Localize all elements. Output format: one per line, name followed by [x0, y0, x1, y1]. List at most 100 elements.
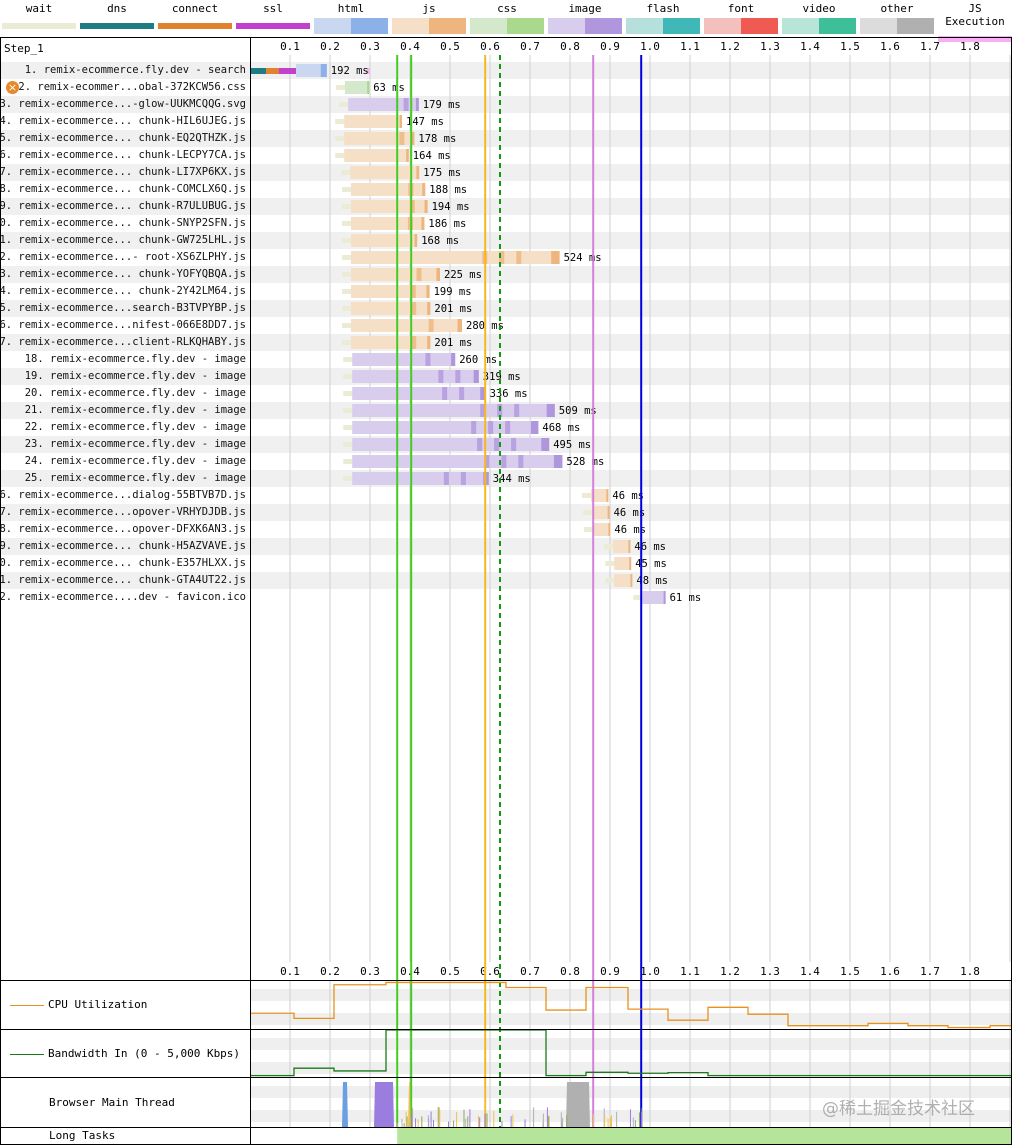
panel-stripe	[251, 989, 1011, 1001]
request-bar	[352, 455, 562, 468]
main-thread-activity	[485, 1114, 486, 1127]
request-row[interactable]: 1. remix-ecommerce.fly.dev - search	[0, 62, 250, 79]
download-chunk	[494, 438, 499, 451]
main-thread-activity	[404, 1123, 405, 1127]
main-thread-activity	[548, 1116, 549, 1127]
wait-segment	[342, 255, 352, 260]
request-label: 9. remix-ecommerce... chunk-R7ULUBUG.js	[0, 198, 246, 215]
axis-tick-label: 1.8	[960, 40, 980, 53]
request-row[interactable]: 21. remix-ecommerce.fly.dev - image	[0, 402, 250, 419]
request-time: 201 ms	[434, 337, 472, 349]
download-segment	[436, 268, 440, 281]
axis-tick-label: 1.6	[880, 965, 900, 978]
request-row[interactable]: 29. remix-ecommerce... chunk-H5AZVAVE.js	[0, 538, 250, 555]
request-bar	[352, 353, 455, 366]
main-thread-activity	[431, 1111, 432, 1127]
step-label: Step_1	[4, 42, 44, 55]
download-segment	[551, 251, 559, 264]
axis-tick-label: 1.1	[680, 40, 700, 53]
request-row[interactable]: 24. remix-ecommerce.fly.dev - image	[0, 453, 250, 470]
request-label: 12. remix-ecommerce...- root-XS6ZLPHY.js	[0, 249, 246, 266]
request-row[interactable]: 8. remix-ecommerce... chunk-COMCLX6Q.js	[0, 181, 250, 198]
axis-tick-label: 1.4	[800, 40, 820, 53]
request-row[interactable]: 13. remix-ecommerce... chunk-YOFYQBQA.js	[0, 266, 250, 283]
request-row[interactable]: 22. remix-ecommerce.fly.dev - image	[0, 419, 250, 436]
request-time: 194 ms	[432, 201, 470, 213]
request-row[interactable]: 18. remix-ecommerce.fly.dev - image	[0, 351, 250, 368]
request-row[interactable]: 4. remix-ecommerce... chunk-HIL6UJEG.js	[0, 113, 250, 130]
download-chunk	[455, 370, 460, 383]
request-row[interactable]: 16. remix-ecommerce...nifest-066E8DD7.js	[0, 317, 250, 334]
request-time: 45 ms	[635, 558, 667, 570]
wait-segment	[343, 442, 353, 447]
download-chunk	[516, 251, 521, 264]
download-segment	[608, 506, 610, 519]
main-thread-activity	[448, 1122, 449, 1127]
request-row[interactable]: 7. remix-ecommerce... chunk-LI7XP6KX.js	[0, 164, 250, 181]
request-row[interactable]: 15. remix-ecommerce...search-B3TVPYBP.js	[0, 300, 250, 317]
wait-segment	[335, 119, 345, 124]
axis-tick-label: 0.7	[520, 40, 540, 53]
request-time: 528 ms	[566, 456, 604, 468]
main-thread-activity	[566, 1115, 567, 1127]
main-thread-activity	[453, 1121, 454, 1127]
request-time: 164 ms	[413, 150, 451, 162]
download-chunk	[459, 387, 464, 400]
request-row[interactable]: 26. remix-ecommerce...dialog-55BTVB7D.js	[0, 487, 250, 504]
download-segment	[421, 217, 424, 230]
request-bar	[351, 336, 430, 349]
request-row[interactable]: 20. remix-ecommerce.fly.dev - image	[0, 385, 250, 402]
request-row[interactable]: 9. remix-ecommerce... chunk-R7ULUBUG.js	[0, 198, 250, 215]
wait-segment	[342, 306, 352, 311]
download-segment	[321, 64, 327, 77]
axis-tick-label: 0.9	[600, 965, 620, 978]
request-row[interactable]: 30. remix-ecommerce... chunk-E357HLXX.js	[0, 555, 250, 572]
request-row[interactable]: 31. remix-ecommerce... chunk-GTA4UT22.js	[0, 572, 250, 589]
request-label: 30. remix-ecommerce... chunk-E357HLXX.js	[0, 555, 246, 572]
request-row[interactable]: 14. remix-ecommerce... chunk-2Y42LM64.js	[0, 283, 250, 300]
wait-segment	[343, 391, 353, 396]
request-bar	[642, 591, 665, 604]
request-row[interactable]: 11. remix-ecommerce... chunk-GW725LHL.js	[0, 232, 250, 249]
wait-segment	[342, 238, 352, 243]
request-row[interactable]: 32. remix-ecommerce....dev - favicon.ico	[0, 589, 250, 606]
request-label: 22. remix-ecommerce.fly.dev - image	[25, 419, 246, 436]
main-thread-activity	[641, 1112, 642, 1127]
request-bar	[344, 115, 402, 128]
request-bar	[351, 183, 425, 196]
request-row[interactable]: 2. remix-ecommer...obal-372KCW56.css ×	[0, 79, 250, 96]
panel-stripe	[251, 1062, 1011, 1074]
main-thread-activity	[415, 1118, 416, 1127]
download-segment	[531, 421, 538, 434]
wait-segment	[582, 493, 592, 498]
request-row[interactable]: 17. remix-ecommerce...client-RLKQHABY.js	[0, 334, 250, 351]
request-row[interactable]: 19. remix-ecommerce.fly.dev - image	[0, 368, 250, 385]
main-thread-activity	[635, 1120, 636, 1127]
request-row[interactable]: 6. remix-ecommerce... chunk-LECPY7CA.js	[0, 147, 250, 164]
request-row[interactable]: 3. remix-ecommerce...-glow-UUKMCQQG.svg	[0, 96, 250, 113]
main-thread-activity	[608, 1119, 609, 1127]
download-segment	[406, 149, 409, 162]
cpu-label: CPU Utilization	[10, 998, 147, 1011]
download-chunk	[417, 268, 422, 281]
wait-segment	[343, 408, 353, 413]
request-label: 32. remix-ecommerce....dev - favicon.ico	[0, 589, 246, 606]
request-bar	[613, 540, 630, 553]
request-bar	[352, 438, 549, 451]
request-time: 319 ms	[483, 371, 521, 383]
download-segment	[554, 455, 562, 468]
axis-tick-label: 0.7	[520, 965, 540, 978]
request-row[interactable]: 28. remix-ecommerce...opover-DFXK6AN3.js	[0, 521, 250, 538]
request-row[interactable]: 23. remix-ecommerce.fly.dev - image	[0, 436, 250, 453]
request-row[interactable]: 12. remix-ecommerce...- root-XS6ZLPHY.js	[0, 249, 250, 266]
request-row[interactable]: 5. remix-ecommerce... chunk-EQ2QTHZK.js	[0, 130, 250, 147]
request-row[interactable]: 10. remix-ecommerce... chunk-SNYP2SFN.js	[0, 215, 250, 232]
download-segment	[664, 591, 666, 604]
panel-stripe	[251, 1038, 1011, 1050]
connect-segment	[266, 68, 279, 74]
main-thread-activity	[512, 1114, 513, 1127]
request-row[interactable]: 27. remix-ecommerce...opover-VRHYDJDB.js	[0, 504, 250, 521]
request-time: 225 ms	[444, 269, 482, 281]
request-row[interactable]: 25. remix-ecommerce.fly.dev - image	[0, 470, 250, 487]
main-thread-activity	[611, 1115, 612, 1127]
